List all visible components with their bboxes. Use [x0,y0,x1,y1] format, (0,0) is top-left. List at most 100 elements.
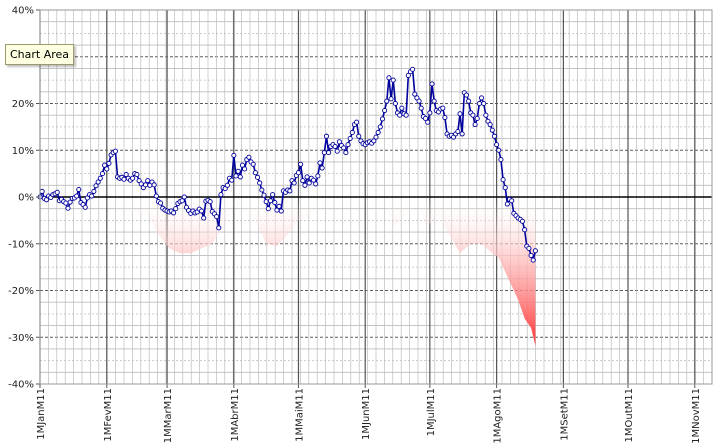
data-point [216,225,222,231]
data-point [300,178,306,184]
data-point [386,75,392,81]
x-tick-label: 1MJunM11 [361,388,372,440]
data-point [102,162,108,168]
data-point [153,193,159,199]
data-point [207,199,213,205]
x-tick-label: 1MAgoM11 [493,388,504,444]
data-point [431,98,437,104]
data-point [278,208,284,214]
data-point [491,133,498,139]
data-point [429,81,435,87]
y-tick-label: 10% [12,146,34,157]
data-point [134,172,140,178]
data-point [145,178,151,184]
data-point [427,110,433,116]
data-point [382,107,388,114]
data-point [179,198,185,204]
x-tick-label: 1MMarM11 [163,388,174,443]
data-point [345,142,351,148]
x-tick-label: 1MJulM11 [426,388,437,436]
data-point [459,131,465,137]
data-point [123,172,129,178]
data-point [483,112,489,118]
data-point [54,189,60,195]
data-point [151,182,157,188]
data-point [246,154,252,160]
data-point [304,174,310,180]
data-point [272,200,278,206]
data-point [295,170,302,176]
data-point [399,105,405,111]
data-point [104,166,110,172]
data-point [356,133,362,139]
x-tick-label: 1MNovM11 [691,388,702,444]
data-point [489,127,495,133]
data-point [530,257,536,263]
x-tick-label: 1MSetM11 [559,388,570,441]
data-point [242,166,248,172]
x-tick-label: 1MFevM11 [103,388,114,442]
y-tick-label: 20% [12,99,34,110]
data-point [526,245,532,251]
data-point [509,198,515,204]
data-point [158,200,164,206]
data-point [287,188,293,194]
data-point [332,143,338,150]
x-tick-label: 1MOutM11 [624,388,635,442]
data-point [89,193,95,199]
drawdown-area [40,197,536,346]
data-point [504,201,510,207]
data-point [39,188,45,194]
data-point [235,168,241,174]
data-point [496,147,502,153]
data-point [99,171,106,177]
data-point [528,252,534,258]
drawdown-area-shape [40,197,536,346]
data-point [310,177,317,183]
x-tick-label: 1MAbrM11 [230,388,241,442]
data-point [218,192,224,198]
y-tick-label: -40% [8,380,34,391]
data-point [74,193,80,199]
data-point [455,128,461,135]
series-markers [37,66,538,263]
data-point [476,100,482,107]
data-point [265,206,271,212]
data-point [267,198,274,204]
data-point [347,136,353,142]
data-point [229,177,235,183]
data-point [130,175,136,181]
data-point [313,181,319,187]
data-point [384,98,390,104]
data-point [412,91,418,97]
data-point [326,150,332,156]
data-point [121,176,127,182]
data-point [276,203,282,209]
data-point [239,162,246,168]
data-point [334,148,340,154]
data-point [377,124,383,130]
data-point [43,197,50,203]
x-tick-label: 1MMaiM11 [294,388,305,442]
data-point [472,121,478,128]
data-point [97,175,103,181]
x-tick-label: 1MJanM11 [36,388,47,440]
plot-frame [39,9,713,385]
data-point [319,165,325,171]
data-point [252,170,258,176]
data-point [65,205,71,211]
data-point [321,150,327,156]
y-tick-label: -20% [8,286,34,297]
data-point [76,186,82,193]
data-point [466,98,472,104]
data-point [231,152,237,158]
data-point [250,161,256,167]
data-point [478,95,485,101]
data-point [224,182,230,188]
data-point [354,119,360,125]
data-point [82,204,88,210]
data-point [422,115,429,122]
data-point [112,148,118,154]
